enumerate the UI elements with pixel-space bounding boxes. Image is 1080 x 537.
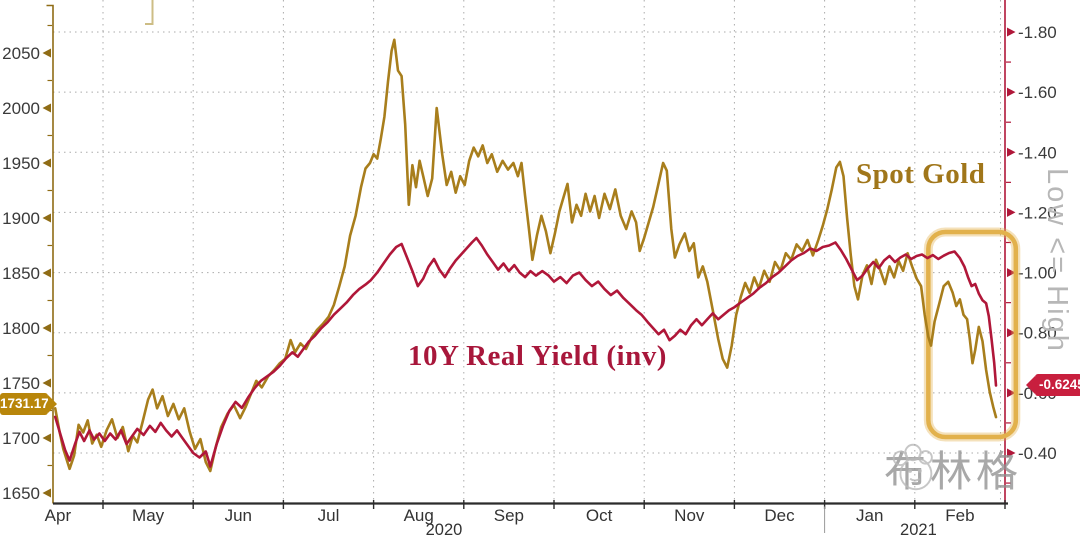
left-axis-tick-arrow <box>42 268 51 278</box>
right-axis-tick-label: -1.80 <box>1018 23 1057 42</box>
spot-gold-series-label: Spot Gold <box>856 158 986 190</box>
month-label: Feb <box>945 506 974 525</box>
month-label: Nov <box>674 506 705 525</box>
right-axis-tick-arrow <box>1007 27 1016 37</box>
real-yield-series-label: 10Y Real Yield (inv) <box>408 340 667 372</box>
right-axis-tick-arrow <box>1007 388 1016 398</box>
gold-last-price-badge: 1731.17 <box>0 393 57 415</box>
left-axis-tick-arrow <box>42 488 51 498</box>
left-axis-tick-arrow <box>42 103 51 113</box>
watermark: 布林格 <box>884 438 1022 499</box>
left-axis-tick-label: 2050 <box>2 44 40 63</box>
month-label: May <box>132 506 165 525</box>
month-label: Aug <box>404 506 434 525</box>
left-axis-tick-arrow <box>42 378 51 388</box>
left-axis-tick-arrow <box>42 433 51 443</box>
left-axis-tick-arrow <box>42 213 51 223</box>
right-axis-tick-arrow <box>1007 147 1016 157</box>
month-label: Sep <box>494 506 524 525</box>
left-axis-tick-label: 1800 <box>2 319 40 338</box>
right-axis-tick-label: -1.60 <box>1018 83 1057 102</box>
right-axis-tick-label: -0.80 <box>1018 324 1057 343</box>
left-axis-tick-arrow <box>42 158 51 168</box>
month-label: Apr <box>45 506 72 525</box>
left-axis-tick-label: 2000 <box>2 99 40 118</box>
year-label: 2021 <box>900 521 937 537</box>
month-label: Oct <box>586 506 613 525</box>
highlight-box-glow <box>923 227 1021 442</box>
right-axis-tick-label: -1.20 <box>1018 203 1057 222</box>
spot-gold-line <box>53 38 998 473</box>
right-axis-tick-arrow <box>1007 87 1016 97</box>
real-yield-line <box>53 236 998 468</box>
left-axis-tick-arrow <box>42 48 51 58</box>
right-axis-tick-arrow <box>1007 328 1016 338</box>
left-axis-line <box>46 4 54 504</box>
right-axis-direction-label: Low <= High <box>1041 168 1073 353</box>
right-axis-tick-arrow <box>1007 207 1016 217</box>
right-axis-tick-label: -0.40 <box>1018 444 1057 463</box>
month-label: Dec <box>764 506 795 525</box>
month-label: Jan <box>856 506 883 525</box>
left-axis-tick-label: 1650 <box>2 484 40 503</box>
year-label: 2020 <box>426 521 463 537</box>
left-axis-tick-label: 1950 <box>2 154 40 173</box>
axis-artifact <box>145 0 154 25</box>
right-axis-tick-arrow <box>1007 268 1016 278</box>
month-label: Jul <box>318 506 340 525</box>
watermark-sheep-logo <box>892 443 933 491</box>
right-axis-tick-label: -1.40 <box>1018 143 1057 162</box>
left-axis-tick-label: 1750 <box>2 374 40 393</box>
left-axis-tick-arrow <box>42 323 51 333</box>
month-label: Jun <box>225 506 252 525</box>
left-axis-tick-label: 1900 <box>2 209 40 228</box>
right-axis-tick-label: -1.00 <box>1018 264 1057 283</box>
left-axis-tick-label: 1700 <box>2 429 40 448</box>
right-axis-tick-arrow <box>1007 448 1016 458</box>
left-axis-tick-label: 1850 <box>2 264 40 283</box>
yield-last-value-badge: -0.6245 <box>1026 374 1080 396</box>
highlight-box <box>926 229 1019 440</box>
